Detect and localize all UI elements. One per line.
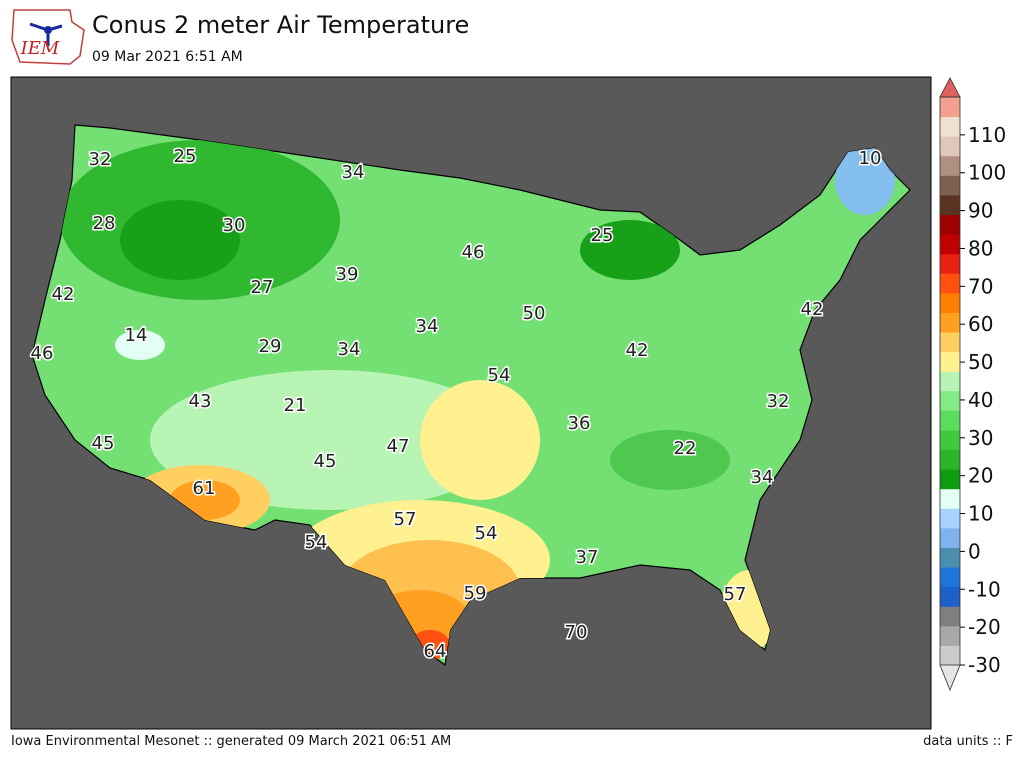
- colorbar: -30 -20 -10 0 10 20 30 40 50 60 70 80 90 100 110: [939, 77, 1006, 692]
- colorbar-tick-label: 100: [968, 161, 1006, 185]
- colorbar-bin: [940, 332, 960, 353]
- colorbar-bin: [940, 312, 960, 333]
- colorbar-extend-high: [939, 77, 961, 98]
- colorbar-bin: [940, 175, 960, 196]
- colorbar-bin: [940, 606, 960, 627]
- colorbar-bin: [940, 488, 960, 509]
- station-label: 54: [305, 532, 328, 553]
- colorbar-bin: [940, 97, 960, 118]
- colorbar-outline: [939, 96, 961, 666]
- logo-text: IEM: [20, 38, 60, 59]
- colorbar-bin: [940, 194, 960, 216]
- station-label: 70: [565, 622, 588, 643]
- station-label: 61: [193, 478, 216, 499]
- colorbar-tick-label: 10: [968, 502, 993, 526]
- colorbar-tick-label: -30: [968, 653, 1001, 677]
- station-label: 22: [674, 438, 697, 459]
- footer-left: Iowa Environmental Mesonet :: generated …: [11, 734, 451, 749]
- colorbar-tick-label: 20: [968, 464, 993, 488]
- colorbar-bin: [940, 351, 960, 372]
- colorbar-bin: [940, 410, 960, 431]
- colorbar-tick-label: 40: [968, 388, 993, 412]
- station-label: 25: [174, 146, 197, 167]
- footer-right: data units :: F: [923, 734, 1013, 749]
- station-label: 34: [751, 467, 774, 488]
- station-label: 37: [576, 547, 599, 568]
- station-label: 27: [251, 277, 274, 298]
- colorbar-bin: [940, 547, 960, 568]
- station-label: 42: [52, 284, 75, 305]
- colorbar-bin: [940, 645, 960, 666]
- station-label: 47: [387, 436, 410, 457]
- station-label: 34: [342, 162, 365, 183]
- station-label: 42: [801, 299, 824, 320]
- station-label: 42: [626, 340, 649, 361]
- colorbar-bin: [940, 253, 960, 274]
- station-label: 25: [591, 225, 614, 246]
- colorbar-bin: [940, 136, 960, 157]
- colorbar-tick-label: 30: [968, 426, 993, 450]
- colorbar-tick-label: 110: [968, 123, 1006, 147]
- colorbar-bin: [940, 234, 960, 255]
- colorbar-tick-label: -20: [968, 615, 1001, 639]
- colorbar-bin: [940, 390, 960, 411]
- colorbar-bin: [940, 586, 960, 607]
- colorbar-bin: [940, 469, 960, 490]
- station-label: 36: [568, 413, 591, 434]
- colorbar-bin: [940, 273, 960, 294]
- title: Conus 2 meter Air Temperature: [92, 11, 469, 39]
- colorbar-tick-label: 70: [968, 274, 993, 298]
- colorbar-tick-label: 80: [968, 236, 993, 260]
- station-label: 32: [767, 391, 790, 412]
- station-label: 43: [189, 391, 212, 412]
- station-label: 57: [724, 584, 747, 605]
- station-label: 10: [859, 148, 882, 169]
- colorbar-bin: [940, 429, 960, 451]
- station-label: 29: [259, 336, 282, 357]
- station-label: 57: [394, 509, 417, 530]
- station-label: 54: [475, 523, 498, 544]
- station-label: 64: [424, 641, 447, 662]
- station-label: 28: [93, 213, 116, 234]
- station-label: 21: [284, 395, 307, 416]
- station-label: 54: [488, 365, 511, 386]
- station-label: 46: [462, 242, 485, 263]
- colorbar-bin: [940, 371, 960, 392]
- colorbar-tick-label: 50: [968, 350, 993, 374]
- logo: IEM: [11, 9, 85, 65]
- colorbar-tick-label: 0: [968, 539, 981, 563]
- colorbar-bin: [940, 508, 960, 529]
- station-label: 39: [336, 264, 359, 285]
- station-label: 34: [416, 316, 439, 337]
- colorbar-tick-label: -10: [968, 577, 1001, 601]
- station-label: 14: [125, 325, 148, 346]
- colorbar-bin: [940, 567, 960, 588]
- colorbar-bin: [940, 625, 960, 646]
- station-label: 45: [314, 451, 337, 472]
- station-label: 59: [464, 583, 487, 604]
- colorbar-bin: [940, 155, 960, 176]
- colorbar-bin: [940, 116, 960, 137]
- station-label: 30: [223, 215, 246, 236]
- colorbar-bin: [940, 214, 960, 235]
- station-label: 45: [92, 433, 115, 454]
- station-label: 50: [523, 303, 546, 324]
- station-label: 32: [89, 149, 112, 170]
- station-label: 46: [31, 343, 54, 364]
- colorbar-tick-label: 90: [968, 199, 993, 223]
- station-label: 34: [338, 339, 361, 360]
- colorbar-extend-low: [939, 664, 961, 692]
- colorbar-tick-label: 60: [968, 312, 993, 336]
- colorbar-bin: [940, 292, 960, 313]
- subtitle: 09 Mar 2021 6:51 AM: [92, 49, 243, 65]
- colorbar-bin: [940, 449, 960, 470]
- colorbar-bin: [940, 527, 960, 548]
